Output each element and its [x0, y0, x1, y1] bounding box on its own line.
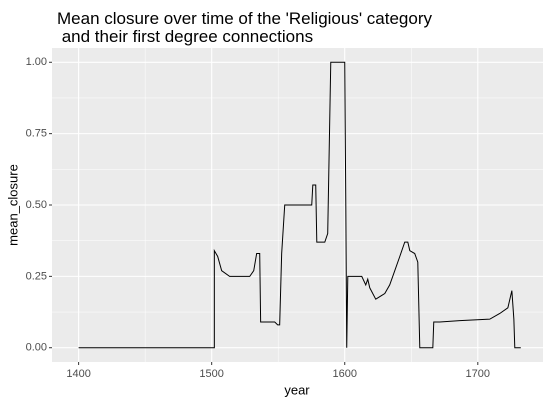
y-axis-title: mean_closure — [5, 164, 20, 246]
x-axis-title: year — [284, 382, 310, 397]
y-tick-label: 1.00 — [26, 56, 47, 68]
x-tick-label: 1400 — [66, 368, 90, 380]
y-tick-label: 0.50 — [26, 199, 47, 211]
x-tick-label: 1500 — [199, 368, 223, 380]
y-tick-label: 0.25 — [26, 270, 47, 282]
chart-title-line: Mean closure over time of the 'Religious… — [57, 9, 433, 28]
y-tick-label: 0.00 — [26, 342, 47, 354]
y-tick-label: 0.75 — [26, 128, 47, 140]
chart-title-line: and their first degree connections — [57, 27, 313, 46]
x-tick-label: 1700 — [466, 368, 490, 380]
x-tick-label: 1600 — [332, 368, 356, 380]
data-line — [78, 61, 521, 349]
